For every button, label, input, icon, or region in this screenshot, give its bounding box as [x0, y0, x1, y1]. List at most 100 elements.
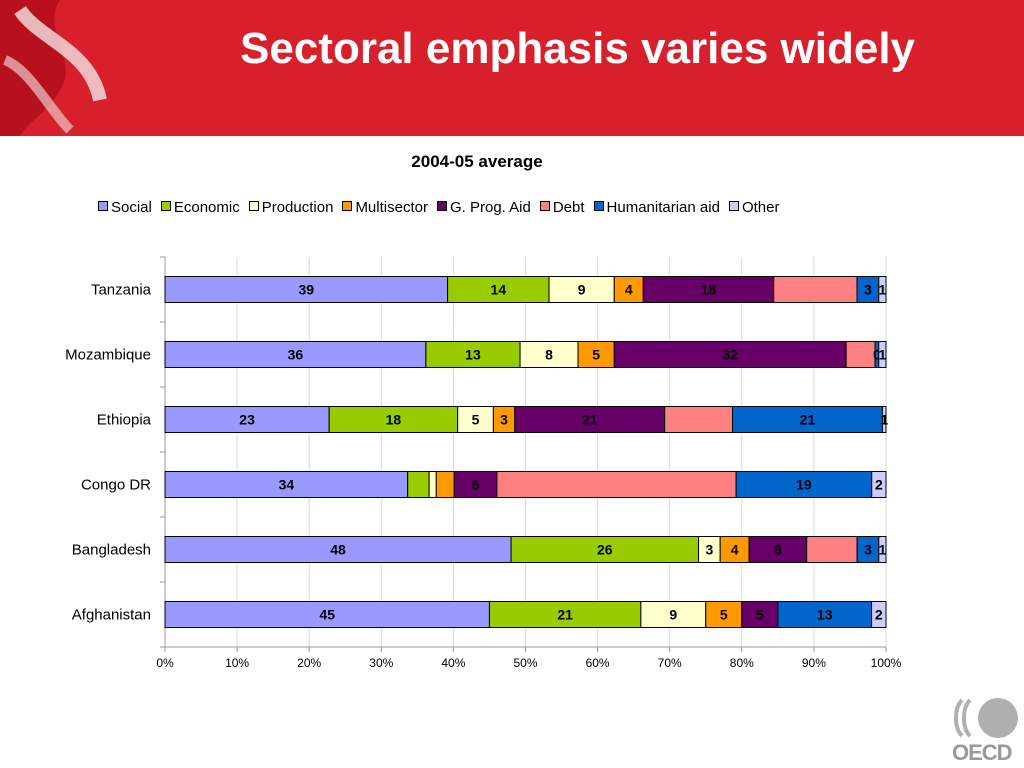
bar-segment [748, 536, 808, 563]
data-label: 36 [288, 347, 304, 363]
bar-segment [164, 276, 449, 303]
x-tick-label: 100% [871, 656, 902, 670]
bar-segment [640, 601, 707, 628]
x-tick-label: 20% [297, 656, 321, 670]
bar-segment [871, 471, 887, 498]
legend-swatch [98, 201, 108, 211]
y-tick-label: Tanzania [91, 282, 152, 299]
y-tick-label: Ethiopia [97, 412, 152, 429]
data-label: 1 [878, 282, 886, 298]
data-label: 3 [500, 412, 508, 428]
legend-label: Production [261, 199, 334, 216]
bar-segment [881, 406, 887, 433]
legend-item: Social [98, 199, 152, 216]
data-label: 19 [796, 477, 812, 493]
data-label: 13 [817, 607, 833, 623]
x-tick-label: 50% [513, 656, 537, 670]
legend-item: Production [248, 199, 334, 216]
bar-segment [773, 276, 858, 303]
x-tick-label: 0% [156, 656, 174, 670]
data-label: 0 [873, 347, 881, 363]
x-tick-label: 70% [658, 656, 682, 670]
legend-item: Other [728, 199, 780, 216]
data-label: 18 [386, 412, 402, 428]
bar-segment [510, 536, 700, 563]
bar-segment [425, 341, 521, 368]
data-label: 3 [864, 282, 872, 298]
data-label: 26 [597, 542, 613, 558]
page-title: Sectoral emphasis varies widely [240, 24, 916, 73]
bar-segment [878, 276, 887, 303]
legend-swatch [728, 201, 739, 211]
data-label: 14 [491, 282, 507, 298]
bar-segment [519, 341, 579, 368]
bar-segment [457, 406, 494, 433]
data-label: 1 [880, 412, 888, 428]
data-label: 39 [299, 282, 315, 298]
data-label: 4 [625, 282, 633, 298]
legend-label: G. Prog. Aid [449, 199, 531, 216]
bar-segment [741, 601, 779, 628]
legend-swatch [539, 201, 550, 211]
chart-legend: Social Economic Production Multisector G. Pr… [98, 199, 788, 216]
bar-segment [871, 601, 887, 628]
bar-segment [548, 276, 615, 303]
measuring-tape-icon [0, 0, 107, 136]
x-tick-label: 90% [802, 656, 826, 670]
bar-segment [328, 406, 459, 433]
data-label: 4 [731, 542, 739, 558]
data-label: 9 [669, 607, 677, 623]
bar-segment [164, 601, 490, 628]
data-label: 2 [875, 477, 883, 493]
data-label: 34 [279, 477, 295, 493]
data-label: 8 [545, 347, 553, 363]
y-tick-label: Congo DR [81, 477, 151, 494]
data-label: 1 [878, 347, 886, 363]
legend-swatch [436, 201, 447, 211]
y-tick-label: Mozambique [65, 347, 151, 364]
data-label: 9 [578, 282, 586, 298]
x-tick-label: 60% [586, 656, 610, 670]
x-tick-label: 10% [225, 656, 249, 670]
oecd-logo [954, 698, 1018, 738]
legend-item: Multisector [342, 199, 428, 216]
data-label: 5 [592, 347, 600, 363]
x-tick-label: 30% [369, 656, 393, 670]
bar-segment [806, 536, 858, 563]
data-label: 32 [722, 347, 738, 363]
bar-segment [407, 471, 430, 498]
legend-label: Economic [173, 199, 240, 216]
data-label: 45 [319, 607, 335, 623]
data-label: 3 [705, 542, 713, 558]
bar-segment [496, 471, 737, 498]
data-label: 3 [864, 542, 872, 558]
data-label: 21 [800, 412, 816, 428]
data-label: 2 [875, 607, 883, 623]
bar-segment [428, 471, 437, 498]
oecd-logo-text: OECD [952, 740, 1013, 765]
data-label: 48 [330, 542, 346, 558]
bar-segment [719, 536, 750, 563]
legend-swatch [248, 201, 259, 211]
data-label: 13 [465, 347, 481, 363]
data-label: 1 [878, 542, 886, 558]
data-label: 21 [557, 607, 573, 623]
bar-segment [845, 341, 876, 368]
y-tick-label: Afghanistan [72, 607, 151, 624]
title-banner: Sectoral emphasis varies widely [0, 0, 1024, 136]
data-label: 5 [756, 607, 764, 623]
bar-segment [878, 536, 887, 563]
data-label: 5 [472, 412, 480, 428]
legend-label: Humanitarian aid [606, 199, 720, 216]
data-label: 6 [472, 477, 480, 493]
bar-segment [664, 406, 734, 433]
legend-label: Social [111, 199, 152, 216]
legend-label: Other [741, 199, 780, 216]
legend-item: G. Prog. Aid [436, 199, 531, 216]
data-label: 5 [720, 607, 728, 623]
legend-swatch [342, 201, 353, 211]
x-tick-label: 80% [730, 656, 754, 670]
x-tick-label: 40% [441, 656, 465, 670]
legend-label: Multisector [355, 199, 428, 216]
